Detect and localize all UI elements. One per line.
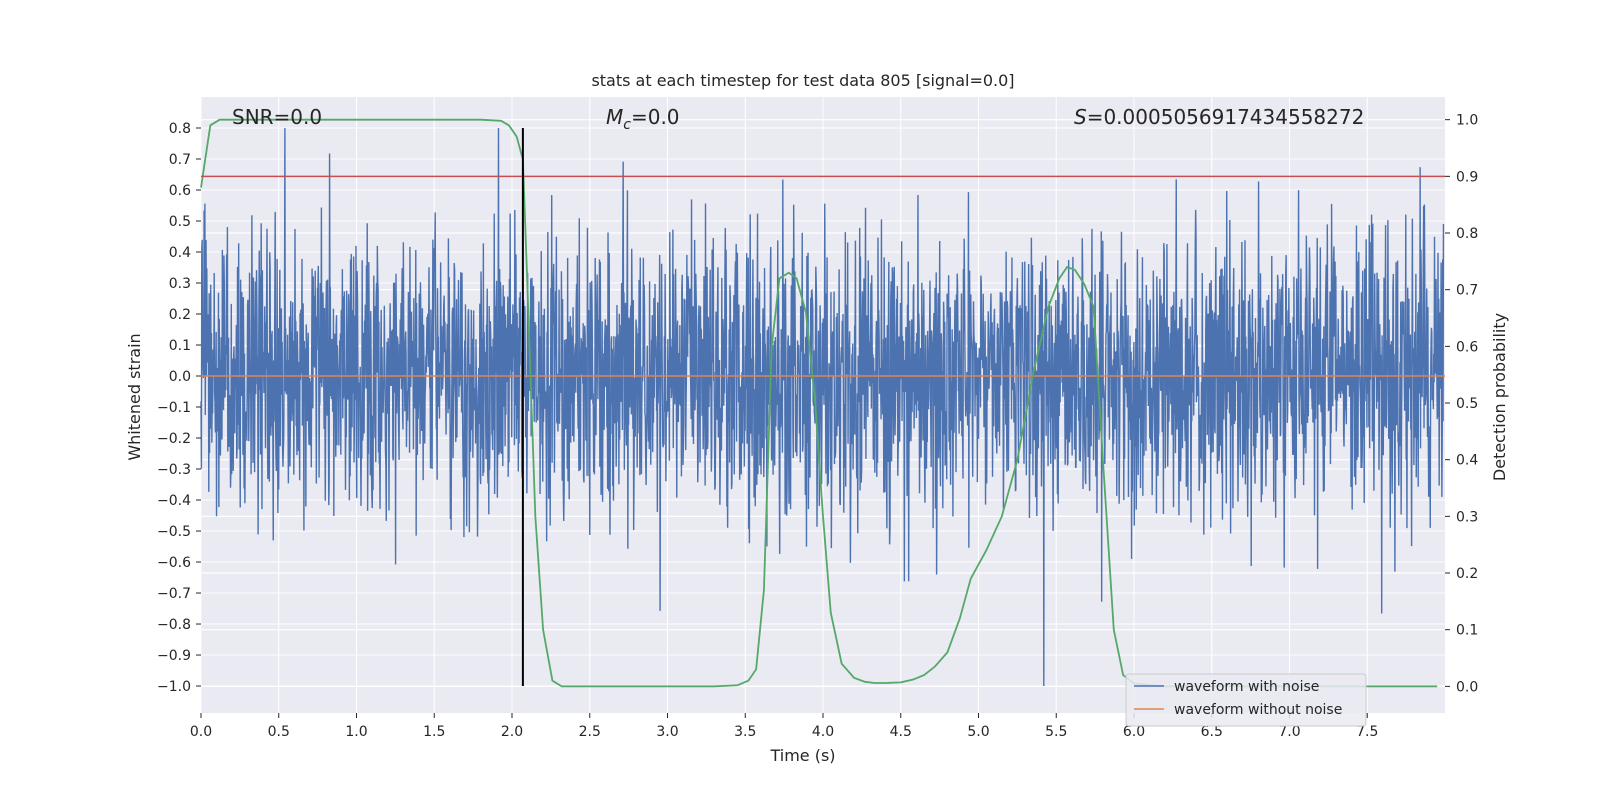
waveform-with-noise-line <box>200 127 1445 687</box>
y-right-tick-label: 0.6 <box>1456 339 1478 355</box>
y-right-tick-label: 0.0 <box>1456 679 1478 695</box>
x-tick-label: 5.5 <box>1045 724 1067 740</box>
x-axis-label: Time (s) <box>769 746 835 765</box>
y-right-tick-label: 0.2 <box>1456 566 1478 582</box>
x-tick-label: 3.0 <box>656 724 678 740</box>
series-detection-probability <box>200 118 1438 688</box>
legend-label-noise: waveform with noise <box>1174 679 1319 695</box>
y-tick-label: −0.3 <box>157 462 191 478</box>
x-tick-label: 6.0 <box>1123 724 1145 740</box>
x-tick-label: 1.5 <box>423 724 445 740</box>
y-right-tick-label: 0.9 <box>1456 169 1478 185</box>
y-tick-label: 0.2 <box>169 307 191 323</box>
legend: waveform with noise waveform without noi… <box>1125 673 1367 727</box>
y-tick-label: −0.5 <box>157 524 191 540</box>
x-tick-label: 4.0 <box>812 724 834 740</box>
y-right-tick-label: 0.4 <box>1456 453 1478 469</box>
y-right-tick-label: 1.0 <box>1456 113 1478 129</box>
legend-box <box>1125 673 1367 727</box>
y-right-tick-label: 0.7 <box>1456 283 1478 299</box>
annotation-mc-value: =0.0 <box>631 105 680 129</box>
x-tick-label: 7.5 <box>1356 724 1378 740</box>
x-tick-label: 2.5 <box>579 724 601 740</box>
y-tick-label: 0.1 <box>169 338 191 354</box>
y-tick-label: 0.0 <box>169 369 191 385</box>
y-right-tick-label: 0.1 <box>1456 623 1478 639</box>
y-tick-label: −0.1 <box>157 400 191 416</box>
x-tick-label: 5.0 <box>967 724 989 740</box>
y-right-tick-label: 0.5 <box>1456 396 1478 412</box>
annotation-snr: SNR=0.0 <box>232 105 322 129</box>
y-tick-label: 0.7 <box>169 152 191 168</box>
y-tick-label: 0.8 <box>169 121 191 137</box>
y-tick-label: −0.8 <box>157 617 191 633</box>
y-axis-label-left: Whitened strain <box>125 333 144 460</box>
y-tick-label: −0.6 <box>157 555 191 571</box>
y-axis-ticks-left: 0.8 0.7 0.6 0.5 0.4 0.3 0.2 0.1 0.0 −0.1 −0.2 −0.3 −… <box>157 121 201 695</box>
y-tick-label: 0.6 <box>169 183 191 199</box>
annotation-s: S=0.0005056917434558272 <box>1074 105 1364 129</box>
x-tick-label: 2.0 <box>501 724 523 740</box>
x-tick-label: 0.0 <box>190 724 212 740</box>
y-tick-label: 0.4 <box>169 245 191 261</box>
annotation-s-base: S <box>1074 105 1087 129</box>
annotation-chirp-mass: Mc=0.0 <box>606 105 680 133</box>
x-tick-label: 3.5 <box>734 724 756 740</box>
y-tick-label: −0.4 <box>157 493 191 509</box>
x-tick-label: 0.5 <box>268 724 290 740</box>
legend-label-clean: waveform without noise <box>1174 702 1342 718</box>
chart-title: stats at each timestep for test data 805… <box>591 71 1014 90</box>
y-axis-label-right: Detection probability <box>1490 313 1509 481</box>
x-tick-label: 6.5 <box>1201 724 1223 740</box>
x-axis-ticks: 0.0 0.5 1.0 1.5 2.0 2.5 3.0 3.5 4.0 4.5 5.0 5.5 6.0 6… <box>190 713 1378 740</box>
x-tick-label: 1.0 <box>345 724 367 740</box>
y-tick-label: −0.2 <box>157 431 191 447</box>
x-tick-label: 4.5 <box>890 724 912 740</box>
y-tick-label: 0.5 <box>169 214 191 230</box>
y-tick-label: −1.0 <box>157 679 191 695</box>
annotation-s-value: =0.0005056917434558272 <box>1087 105 1365 129</box>
annotation-mc-base: M <box>606 105 623 129</box>
y-tick-label: −0.7 <box>157 586 191 602</box>
y-axis-ticks-right: 1.0 0.9 0.8 0.7 0.6 0.5 0.4 0.3 0.2 0.1 0.0 <box>1445 113 1478 695</box>
series-waveform-with-noise <box>200 127 1445 687</box>
y-right-tick-label: 0.3 <box>1456 509 1478 525</box>
detection-probability-line <box>200 118 1438 688</box>
x-tick-label: 7.0 <box>1278 724 1300 740</box>
y-tick-label: 0.3 <box>169 276 191 292</box>
annotation-mc-sub: c <box>623 117 631 133</box>
y-right-tick-label: 0.8 <box>1456 226 1478 242</box>
y-tick-label: −0.9 <box>157 648 191 664</box>
